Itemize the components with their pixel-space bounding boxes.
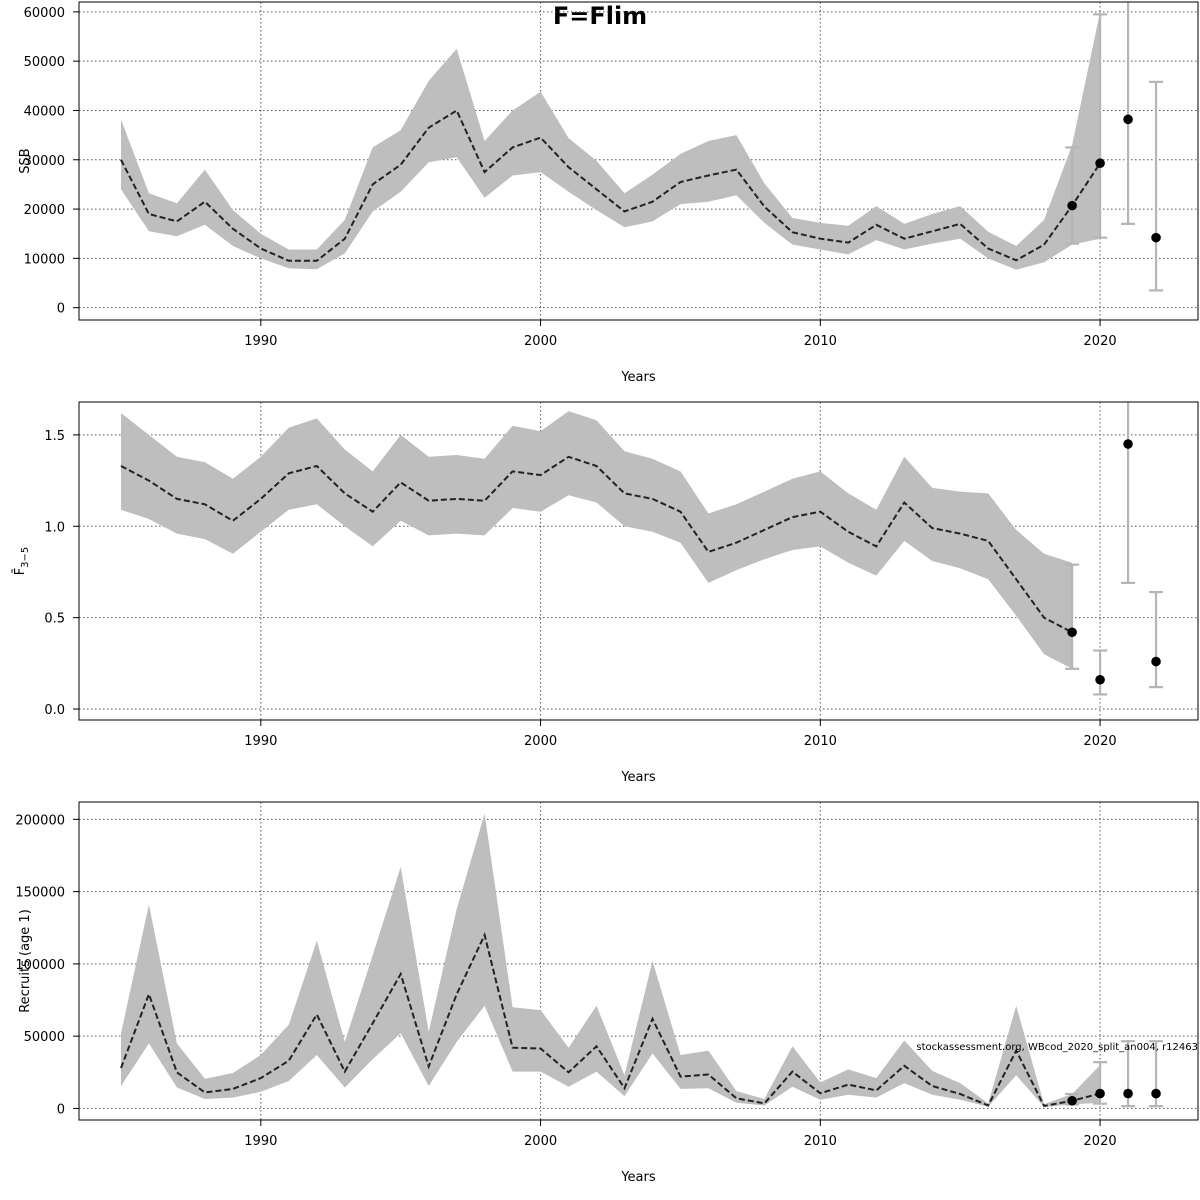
y-tick-label: 150000 [15, 886, 65, 901]
forecast-point [1123, 439, 1133, 449]
plot-frame [78, 401, 1199, 721]
plot-frame [78, 801, 1199, 1121]
forecast-point [1095, 158, 1105, 169]
x-tick-label: 2000 [524, 1134, 557, 1149]
y-tick-label: 50000 [24, 1030, 65, 1045]
confidence-band [121, 411, 1073, 669]
confidence-band [121, 11, 1101, 270]
x-axis-label: Years [620, 1170, 656, 1185]
fbar-panel: 1990 2000 2010 2020 0.0 0.5 1.0 1.5 Years F̄3−5 [13, 401, 1199, 785]
forecast-point [1151, 1088, 1161, 1099]
forecast-errorbar [1093, 13, 1108, 239]
x-axis-label: Years [620, 370, 656, 385]
forecast-point [1123, 1088, 1133, 1099]
plot-area [79, 802, 1198, 1120]
y-tick-label: 0 [57, 1102, 65, 1117]
estimate-line [120, 109, 1101, 262]
recruits-panel: 1990 2000 2010 2020 0 50000 100000 150000 200000… [15, 801, 1199, 1185]
forecast-errorbar [1149, 80, 1164, 292]
forecast-errorbar [1149, 590, 1164, 689]
forecast-errorbar [1121, 402, 1136, 585]
forecast-point [1123, 114, 1133, 125]
y-tick-label: 1.5 [44, 429, 65, 444]
x-tick-label: 2020 [1084, 734, 1117, 749]
y-tick-label: 50000 [24, 55, 65, 70]
y-tick-label: 40000 [24, 104, 65, 119]
y-tick-label: 1.0 [44, 520, 65, 535]
forecast-point [1095, 674, 1105, 685]
plot-area [79, 2, 1198, 320]
estimate-line [120, 932, 1101, 1108]
x-tick-label: 2020 [1084, 1134, 1117, 1149]
y-tick-label: 20000 [24, 203, 65, 218]
plot-frame [78, 1, 1199, 321]
plot-area [79, 402, 1198, 720]
forecast-point [1151, 656, 1161, 667]
y-axis-label: Recruits (age 1) [18, 909, 33, 1013]
y-axis-label: F̄3−5 [13, 547, 31, 576]
forecast-point [1067, 627, 1077, 638]
x-tick-label: 2000 [524, 334, 557, 349]
forecast-point [1095, 1088, 1105, 1099]
y-axis-label: SSB [18, 148, 33, 173]
y-tick-label: 10000 [24, 252, 65, 267]
x-tick-label: 2010 [804, 334, 837, 349]
y-tick-label: 100000 [15, 958, 65, 973]
x-tick-label: 2020 [1084, 334, 1117, 349]
forecast-errorbar [1065, 563, 1080, 670]
x-tick-label: 2000 [524, 734, 557, 749]
figure-title: F=Flim [553, 2, 647, 30]
y-tick-label: 60000 [24, 6, 65, 21]
forecast-errorbar [1093, 649, 1108, 696]
source-annotation: stockassessment.org, WBcod_2020_split_an… [916, 1042, 1198, 1053]
forecast-point [1067, 1095, 1077, 1106]
y-tick-label: 0 [57, 302, 65, 317]
x-tick-label: 1990 [244, 734, 277, 749]
y-tick-label: 0.5 [44, 612, 65, 627]
x-tick-label: 1990 [244, 334, 277, 349]
y-axis-label-subscript: 3−5 [20, 547, 31, 568]
ssb-panel: 1990 2000 2010 2020 0 10000 20000 30000 40000 500… [18, 1, 1199, 385]
confidence-band [121, 813, 1101, 1107]
forecast-errorbar [1065, 146, 1080, 245]
y-tick-label: 200000 [15, 813, 65, 828]
forecast-errorbar [1121, 2, 1136, 225]
x-tick-label: 2010 [804, 734, 837, 749]
y-tick-label: 30000 [24, 154, 65, 169]
forecast-point [1151, 232, 1161, 243]
y-tick-label: 0.0 [44, 703, 65, 718]
x-axis-label: Years [620, 770, 656, 785]
estimate-line [120, 455, 1073, 634]
x-tick-label: 1990 [244, 1134, 277, 1149]
x-tick-label: 2010 [804, 1134, 837, 1149]
forecast-point [1067, 200, 1077, 211]
